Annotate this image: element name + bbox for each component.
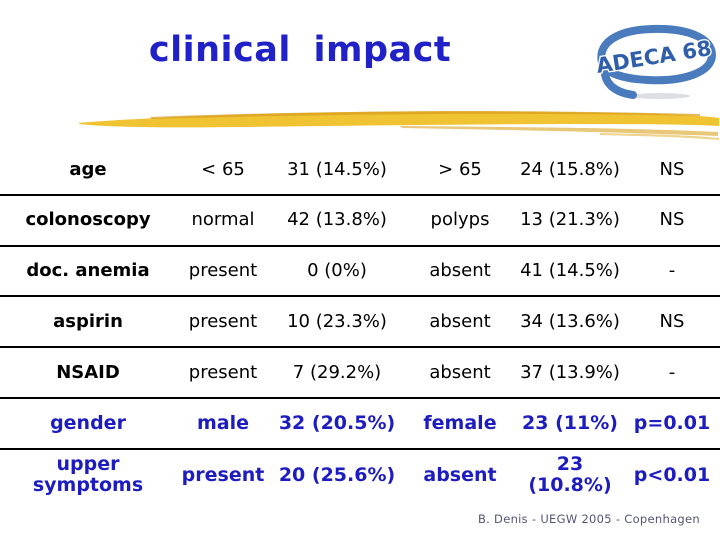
table-cell: present [181, 463, 265, 486]
table-cell: absent [429, 260, 491, 282]
table-cell: - [668, 260, 676, 282]
table-cell: male [196, 411, 250, 434]
table-cell: 31 (14.5%) [287, 158, 387, 180]
table-cell: absent [429, 361, 491, 383]
table-cell: 7 (29.2%) [292, 361, 382, 383]
brush-fringe-right [600, 133, 719, 140]
brush-streak-bottom [400, 126, 718, 136]
table-cell: 0 (0%) [307, 260, 367, 282]
table-cell: polyps [430, 209, 490, 231]
table-row-emphasized: gender male 32 (20.5%) female 23 (11%) p… [0, 399, 720, 450]
table-cell: > 65 [438, 158, 482, 180]
table-cell: 37 (13.9%) [520, 361, 620, 383]
table-cell: < 65 [201, 158, 245, 180]
table-cell: 41 (14.5%) [520, 260, 620, 282]
yellow-brush-stroke [78, 111, 719, 140]
table-cell: absent [429, 310, 491, 332]
table-cell: 10 (23.3%) [287, 310, 387, 332]
table-cell: present [188, 310, 258, 332]
table-cell: 32 (20.5%) [278, 411, 396, 434]
table-cell: 24 (15.8%) [520, 158, 620, 180]
table-cell: 13 (21.3%) [520, 209, 620, 231]
clinical-impact-table: age < 65 31 (14.5%) > 65 24 (15.8%) NS c… [0, 145, 720, 501]
table-row: age < 65 31 (14.5%) > 65 24 (15.8%) NS [0, 145, 720, 196]
table-cell: NS [659, 209, 685, 231]
adeca-logo: ADECA 68 [593, 24, 717, 99]
row-label: upper symptoms [32, 453, 144, 497]
logo-swoosh-icon [597, 24, 717, 99]
table-cell: present [188, 361, 258, 383]
row-label: aspirin [53, 310, 123, 332]
table-cell: 23 (11%) [522, 411, 618, 434]
table-cell: p=0.01 [633, 411, 711, 434]
table-row: doc. anemia present 0 (0%) absent 41 (14… [0, 247, 720, 298]
table-cell: p<0.01 [633, 463, 711, 486]
table-cell: female [423, 411, 497, 434]
slide-title: clinical impact [148, 30, 452, 70]
table-cell: absent [423, 463, 497, 486]
table-row: colonoscopy normal 42 (13.8%) polyps 13 … [0, 196, 720, 247]
logo-shadow [630, 93, 690, 99]
row-label: doc. anemia [26, 260, 150, 282]
table-cell: normal [191, 209, 255, 231]
table-cell: 42 (13.8%) [287, 209, 387, 231]
row-label: gender [50, 411, 126, 434]
brush-streak-top [150, 111, 700, 119]
table-cell: - [668, 361, 676, 383]
table-row-emphasized: upper symptoms present 20 (25.6%) absent… [0, 450, 720, 501]
row-label: colonoscopy [25, 209, 151, 231]
row-label: age [69, 158, 107, 180]
table-cell: NS [659, 310, 685, 332]
table-cell: present [188, 260, 258, 282]
table-cell: 20 (25.6%) [278, 463, 396, 486]
table-row: aspirin present 10 (23.3%) absent 34 (13… [0, 297, 720, 349]
footer-credit: B. Denis - UEGW 2005 - Copenhagen [477, 512, 700, 526]
table-cell: NS [659, 158, 685, 180]
table-row: NSAID present 7 (29.2%) absent 37 (13.9%… [0, 348, 720, 399]
table-cell: 23 (10.8%) [528, 453, 612, 497]
row-label: NSAID [56, 361, 120, 383]
table-cell: 34 (13.6%) [520, 310, 620, 332]
